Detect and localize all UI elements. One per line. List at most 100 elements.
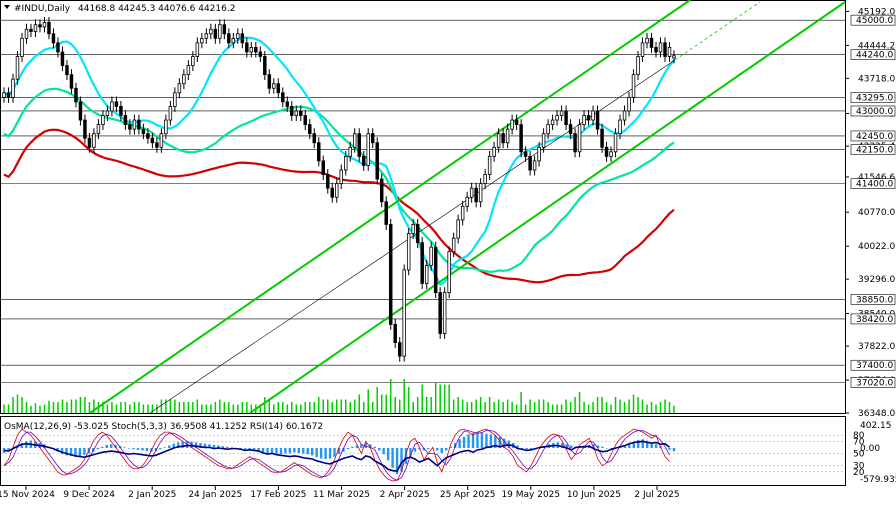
candle-body (586, 115, 591, 121)
osma-bar (610, 447, 613, 449)
menu-triangle-icon[interactable] (4, 5, 10, 9)
candle-body (299, 110, 303, 116)
channel-mid-extension (674, 1, 761, 61)
osma-bar (641, 439, 644, 448)
candle-body (155, 142, 159, 148)
level-label: 43295.0 (856, 94, 893, 104)
candle-body (370, 133, 375, 144)
moving-averages (3, 36, 675, 287)
candle-body (604, 146, 609, 157)
osma-bar (212, 444, 216, 448)
candle-body (240, 33, 245, 44)
indicator-pane (0, 416, 846, 486)
time-tick-label: 11 Mar 2025 (313, 490, 370, 500)
osma-bar (239, 447, 242, 449)
candle-body (213, 28, 218, 39)
price-tick-label: 37822.0 (858, 342, 895, 352)
ma-fast-line (3, 36, 675, 287)
level-label-box (850, 130, 896, 142)
candle-body (474, 187, 478, 203)
osma-bar (351, 446, 354, 448)
osma-bar (449, 446, 452, 448)
osma-bar (480, 433, 484, 448)
time-tick-label: 2 Jul 2025 (634, 490, 679, 500)
osma-bar (168, 445, 171, 448)
candle-body (501, 133, 505, 144)
candle-body (622, 110, 627, 121)
candle-body (20, 37, 24, 57)
time-tick-label: 2 Apr 2025 (380, 490, 430, 500)
osma-bar (127, 447, 131, 449)
osma-bar (163, 447, 166, 448)
osma-bar (605, 447, 609, 449)
candle-body (640, 42, 645, 57)
indicator-header: OsMA(12,26,9) -53.025 Stoch(5,3,3) 36.95… (4, 422, 323, 432)
osma-bar (413, 447, 417, 452)
osma-bar (467, 434, 470, 448)
osma-bar (78, 447, 82, 457)
osma-bar (395, 447, 399, 475)
candle-body (514, 119, 519, 125)
osma-bar (154, 447, 158, 452)
osma-bar (400, 447, 403, 472)
candle-body (609, 151, 613, 157)
osma-bar (132, 447, 135, 450)
osma-bar (373, 446, 376, 448)
candle-body (47, 22, 51, 35)
stoch-main-line (3, 428, 670, 482)
candle-body (29, 28, 33, 32)
candle-body (258, 51, 263, 57)
osma-bar (646, 440, 649, 448)
osma-bar (293, 447, 296, 453)
osma-bar (503, 438, 506, 448)
candle-body (492, 146, 496, 157)
candle-body (281, 92, 285, 103)
osma-bar (485, 433, 488, 448)
level-label: 38420.0 (856, 315, 893, 325)
volume-group (3, 379, 675, 413)
osma-bar (623, 445, 627, 448)
candle-body (218, 24, 222, 39)
osma-bar (601, 446, 604, 448)
candle-body (532, 160, 537, 171)
osma-bar (346, 447, 350, 450)
price-tick-label: 40022.0 (858, 242, 895, 252)
candle-body (87, 137, 92, 148)
channel-upper-line (89, 0, 691, 414)
candle-body (308, 124, 312, 135)
candle-body (555, 115, 559, 121)
time-tick-label: 10 Jun 2025 (567, 490, 621, 500)
candle-body (438, 292, 442, 334)
candle-body (182, 74, 186, 85)
osma-bar (342, 447, 345, 452)
candle-body (78, 101, 83, 121)
osma-bar (378, 447, 381, 451)
osma-bar (7, 447, 10, 452)
rsi-level-label: 70 (853, 437, 865, 447)
osma-bar (101, 446, 104, 448)
candle-body (537, 146, 541, 162)
osma-bar (141, 447, 144, 451)
candle-body (263, 56, 267, 76)
osma-bar (20, 443, 24, 448)
candle-body (357, 133, 361, 157)
candle-body (591, 110, 595, 121)
candle-body (285, 101, 290, 107)
osma-bar (172, 443, 175, 448)
candle-body (150, 137, 155, 144)
candle-body (546, 124, 550, 135)
candle-body (559, 110, 564, 116)
level-label-box (850, 105, 896, 117)
osma-bar (422, 447, 426, 451)
candle-body (663, 42, 667, 57)
candle-body (74, 87, 78, 103)
osma-bar (110, 444, 113, 448)
candle-body (564, 110, 568, 125)
candle-body (397, 342, 402, 357)
osma-bar (302, 447, 305, 454)
candle-body (105, 110, 110, 116)
osma-bar (498, 436, 501, 448)
osma-bar (458, 439, 461, 448)
